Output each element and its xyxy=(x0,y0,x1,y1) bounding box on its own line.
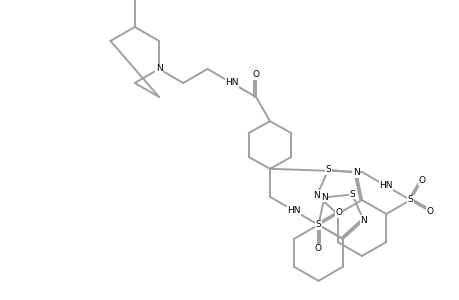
Text: HN: HN xyxy=(224,79,238,88)
Text: O: O xyxy=(417,176,424,185)
Text: S: S xyxy=(407,196,413,205)
Text: O: O xyxy=(335,208,342,217)
Text: N: N xyxy=(320,193,327,202)
Text: N: N xyxy=(313,191,319,200)
Text: N: N xyxy=(155,64,162,74)
Text: N: N xyxy=(359,216,366,225)
Text: O: O xyxy=(252,70,259,79)
Text: O: O xyxy=(314,244,321,253)
Text: O: O xyxy=(425,207,432,216)
Text: S: S xyxy=(325,165,330,174)
Text: S: S xyxy=(315,220,321,229)
Text: N: N xyxy=(352,168,359,177)
Text: S: S xyxy=(348,190,354,199)
Text: HN: HN xyxy=(379,182,392,190)
Text: HN: HN xyxy=(287,206,300,215)
